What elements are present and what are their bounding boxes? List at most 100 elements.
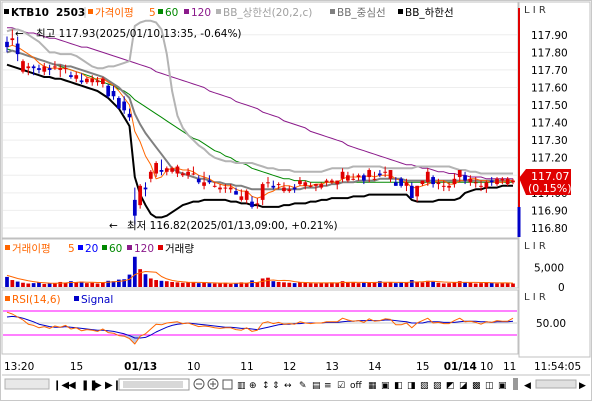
volume-ma-lines: [6, 271, 514, 284]
price-indicator-lines: [6, 19, 513, 219]
legend-volume: 거래량: [165, 243, 194, 255]
price-tick-label: 117.50: [531, 100, 568, 112]
volume-bar: [393, 283, 398, 287]
candle-body: [447, 185, 451, 188]
legend-ma5: 5: [149, 7, 156, 19]
right-scroll-icon[interactable]: ▶: [579, 381, 586, 391]
left-scroll-icon[interactable]: ◀: [524, 381, 531, 391]
tool-icon-3[interactable]: ▧: [420, 381, 429, 391]
price-tick-label: 117.70: [531, 65, 568, 77]
legend-ma120: 120: [191, 7, 211, 19]
volume-bar: [361, 282, 366, 287]
price-tick-label: 117.90: [531, 30, 568, 42]
lines-icon[interactable]: ≡: [324, 381, 332, 391]
bb-upper-line: [6, 19, 513, 175]
volume-bar: [85, 283, 89, 287]
volume-bar: [511, 283, 515, 287]
list-icon[interactable]: ▤: [312, 381, 321, 391]
candle-body: [473, 182, 478, 184]
volume-bar: [388, 282, 393, 287]
volume-bar: [180, 282, 185, 287]
volume-bar: [282, 282, 286, 287]
candle-body: [303, 182, 308, 186]
candlesticks: [5, 29, 515, 225]
candle-body: [101, 78, 105, 84]
candle-body: [234, 191, 238, 195]
volume-bar: [5, 276, 9, 287]
volume-bar: [457, 281, 462, 287]
grid-icon[interactable]: [222, 379, 233, 390]
volume-bar: [143, 274, 148, 287]
tool-icon-1[interactable]: ◧: [394, 381, 403, 391]
candle-body: [505, 178, 510, 185]
candle-body: [122, 101, 127, 111]
draw-icon[interactable]: ✎: [299, 381, 307, 391]
legend-vol-ma120: 120: [134, 243, 154, 255]
ruler-icon[interactable]: ↔: [284, 381, 292, 391]
scroll-track[interactable]: [4, 378, 50, 390]
legend-ma-label: 가격이평: [95, 6, 134, 19]
volume-bar: [409, 280, 414, 287]
tool-icon-2[interactable]: ◨: [407, 381, 416, 391]
right-scroll-track[interactable]: [535, 379, 577, 389]
legend-bb-upper-swatch: [216, 9, 221, 14]
lir-toggle-price[interactable]: L I R: [524, 5, 546, 16]
candle-body: [106, 85, 111, 97]
volume-bar: [212, 283, 217, 287]
candle-body: [308, 185, 313, 187]
legend-bb-lower-swatch: [398, 9, 403, 14]
off-toggle[interactable]: off: [350, 381, 363, 391]
prev-icon[interactable]: ◀: [68, 380, 76, 391]
candle-body: [324, 180, 329, 183]
table-icon[interactable]: ▦: [368, 381, 377, 391]
volume-bar: [324, 283, 329, 287]
zoom-icon[interactable]: ⊕: [249, 381, 257, 391]
candle-body: [409, 185, 414, 199]
lir-toggle-volume[interactable]: L I R: [524, 241, 546, 252]
x-axis-label: 15: [416, 361, 429, 373]
crosshair-icon[interactable]: ↕: [262, 381, 270, 391]
range-slider-thumb[interactable]: [123, 381, 183, 388]
box-icon[interactable]: ▣: [381, 381, 390, 391]
candle-body: [21, 61, 25, 72]
candle-body: [495, 178, 499, 185]
candle-body: [15, 43, 20, 55]
candle-body: [511, 180, 515, 183]
candle-body: [244, 191, 249, 200]
candle-body: [319, 184, 324, 188]
lir-toggle-rsi[interactable]: L I R: [524, 292, 546, 303]
tool-icon-9[interactable]: ▣: [498, 381, 507, 391]
volume-bar: [127, 274, 132, 287]
candle-body: [441, 185, 446, 187]
candle-body: [127, 113, 132, 118]
legend-bb-lower: BB_하한선: [405, 6, 454, 19]
pause-icon[interactable]: ❚❚: [81, 380, 98, 391]
tool-icon-8[interactable]: ◫: [485, 381, 494, 391]
volume-bar: [330, 282, 334, 287]
next-icon[interactable]: ▶: [94, 380, 102, 391]
tool-icon-4[interactable]: ▨: [433, 381, 442, 391]
current-price: 117.07: [531, 170, 570, 183]
last-icon[interactable]: ▶❙: [105, 380, 121, 391]
volume-bar: [452, 282, 457, 287]
volume-bar: [425, 280, 430, 287]
volume-bar: [228, 283, 233, 287]
check-icon[interactable]: ☑: [337, 381, 345, 391]
candle-body: [335, 180, 340, 185]
volume-bar: [260, 278, 265, 287]
candle-body: [314, 184, 318, 186]
layout-icon[interactable]: ▥: [237, 381, 246, 391]
x-axis-label: 14: [368, 361, 382, 373]
candle-body: [218, 187, 222, 190]
volume-bar: [26, 283, 31, 287]
candle-body: [266, 182, 270, 184]
current-change: (0.15%): [528, 182, 572, 195]
tool-icon-7[interactable]: ▩: [472, 381, 481, 391]
tool-icon-5[interactable]: ◩: [446, 381, 455, 391]
x-axis-label: 12: [283, 361, 296, 373]
candle-body: [111, 91, 116, 97]
first-icon[interactable]: ❙◀: [53, 380, 69, 391]
scroll-handle[interactable]: [513, 378, 518, 390]
arrow-icon[interactable]: ⇕: [272, 381, 280, 391]
tool-icon-6[interactable]: ◪: [459, 381, 468, 391]
